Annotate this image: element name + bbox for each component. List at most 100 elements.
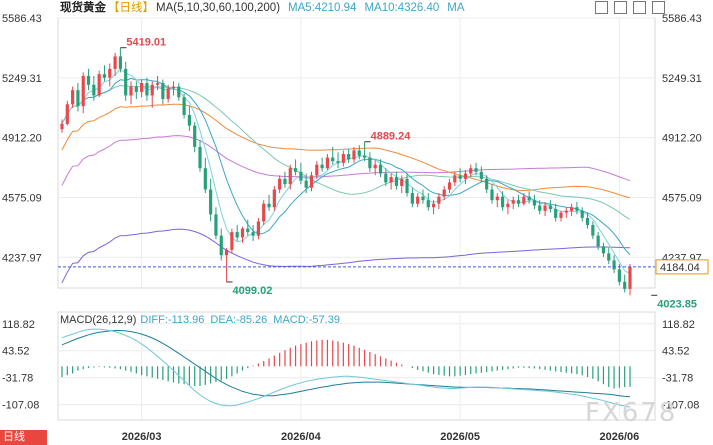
candle-body	[262, 203, 266, 222]
candle-body	[97, 74, 101, 96]
candle-body	[325, 157, 330, 169]
candle-body	[347, 154, 351, 160]
candle-body	[522, 196, 526, 204]
macd-tick-right: 43.52	[662, 346, 690, 358]
candle-body	[421, 196, 425, 201]
candle-body	[145, 83, 149, 96]
settings-icon[interactable]	[633, 1, 646, 14]
candle-body	[559, 212, 563, 218]
candle-body	[140, 83, 144, 92]
chart-style-icon[interactable]	[614, 1, 627, 14]
candle-body	[150, 84, 154, 96]
candle-body	[177, 86, 181, 98]
candle-body	[118, 56, 122, 69]
macd-tick-left: -107.08	[2, 400, 39, 412]
candle-body	[309, 175, 314, 188]
chart-toolbar	[595, 1, 665, 14]
candle-body	[373, 164, 377, 169]
candle-body	[426, 200, 430, 208]
candle-body	[304, 180, 308, 188]
candle-body	[134, 86, 138, 92]
candle-body	[511, 200, 515, 204]
candle-body	[331, 157, 335, 162]
candle-body	[575, 207, 579, 211]
candle-body	[219, 235, 223, 256]
macd-dea-value: DEA:-85.26	[210, 314, 268, 326]
candle-body	[416, 196, 420, 204]
y-tick-label-left: 4912.20	[2, 133, 42, 145]
macd-frame	[57, 311, 656, 421]
candle-body	[86, 75, 91, 85]
candle-body	[612, 260, 616, 270]
candle-body	[293, 168, 298, 172]
x-tick-label: 2026/04	[281, 431, 322, 443]
candle-body	[171, 86, 176, 89]
candle-body	[628, 266, 632, 289]
candle-body	[155, 83, 160, 85]
candle-body	[623, 281, 627, 289]
candle-body	[166, 88, 170, 100]
candle-body	[278, 178, 282, 190]
candle-body	[65, 104, 69, 124]
candle-body	[256, 221, 261, 236]
grid-layout-icon[interactable]	[595, 1, 608, 14]
candle-body	[506, 203, 510, 208]
period-tab[interactable]: 日线	[0, 430, 47, 445]
last-price-label: 4184.04	[660, 262, 700, 274]
candle-body	[378, 164, 383, 174]
period-label[interactable]: 【日线】	[108, 2, 154, 14]
candle-body	[161, 83, 165, 100]
candle-body	[272, 189, 276, 208]
candle-body	[458, 175, 462, 179]
y-tick-label-left: 4575.09	[2, 192, 42, 204]
candle-body	[437, 196, 441, 204]
macd-header: MACD(26,12,9) DIFF:-113.96 DEA:-85.26 MACD:…	[60, 314, 340, 326]
candle-body	[548, 205, 552, 210]
candle-body	[76, 90, 80, 107]
close-icon[interactable]	[652, 1, 665, 14]
ma10-line	[61, 77, 631, 255]
ma-settings-label[interactable]: MA(5,10,30,60,100,200)	[156, 2, 281, 14]
candle-body	[447, 182, 452, 190]
candle-body	[203, 168, 207, 190]
annotation-label: 4023.85	[657, 298, 697, 310]
candle-body	[469, 168, 473, 174]
candle-body	[538, 205, 542, 211]
candle-body	[453, 175, 457, 183]
candle-body	[288, 168, 292, 185]
candle-body	[485, 178, 489, 190]
candle-body	[336, 161, 340, 163]
macd-tick-right: 118.82	[662, 319, 695, 331]
price-frame	[57, 17, 656, 289]
candle-body	[214, 214, 218, 236]
price-annotations: 5419.01 4889.24 4099.02 4023.85	[120, 37, 697, 310]
candle-body	[357, 150, 361, 156]
macd-tick-left: -31.78	[2, 373, 33, 385]
candle-body	[71, 90, 75, 105]
macd-dea-line	[61, 330, 631, 398]
candle-body	[235, 232, 239, 238]
candle-body	[543, 205, 547, 211]
annotation-label: 4889.24	[371, 131, 412, 143]
candle-body	[102, 74, 107, 78]
candle-body	[442, 189, 446, 197]
macd-label[interactable]: MACD(26,12,9)	[60, 314, 137, 326]
candle-body	[389, 177, 393, 183]
candle-body	[198, 146, 202, 169]
y-tick-label-left: 5586.43	[2, 13, 42, 25]
candle-body	[431, 203, 436, 208]
candle-body	[495, 196, 499, 201]
last-price-box	[655, 259, 709, 275]
y-tick-label-right: 5249.31	[662, 73, 702, 85]
candle-body	[224, 249, 229, 256]
candle-body	[124, 68, 128, 96]
candle-body	[554, 209, 558, 218]
y-tick-label-left: 4237.97	[2, 252, 42, 264]
candle-body	[516, 200, 521, 204]
x-tick-label: 2026/06	[600, 431, 640, 443]
candle-body	[570, 207, 574, 211]
candle-body	[352, 150, 356, 160]
watermark-logo: FX678	[585, 398, 678, 428]
ma200-line	[61, 228, 631, 284]
